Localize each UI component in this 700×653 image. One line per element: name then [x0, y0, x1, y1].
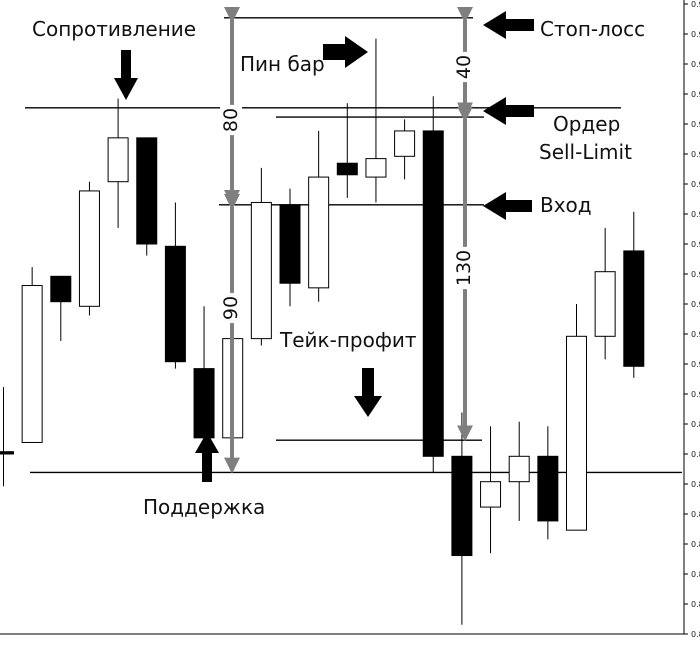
- bearish-candle-body: [193, 368, 215, 439]
- bullish-candle-body: [107, 137, 129, 183]
- stop-loss-label: Стоп-лосс: [540, 17, 645, 41]
- annotation-arrows: [114, 11, 534, 482]
- entry-label: Вход: [540, 193, 592, 217]
- y-tick-label: 0.90910: [691, 180, 700, 189]
- pin-bar-label: Пин бар: [240, 52, 325, 76]
- bearish-candle-body: [0, 451, 14, 455]
- y-tick-label: 0.91560: [691, 30, 700, 39]
- bullish-candle-body: [566, 335, 587, 531]
- y-tick-label: 0.90390: [691, 300, 700, 309]
- y-tick-label: 0.89610: [691, 480, 700, 489]
- order-label-line2: Sell-Limit: [539, 140, 632, 164]
- y-tick-label: 0.91170: [691, 120, 700, 129]
- bearish-candle-body: [50, 275, 72, 303]
- bearish-candle-body: [336, 162, 358, 176]
- y-tick-label: 0.88960: [691, 630, 700, 639]
- resistance-label: Сопротивление: [32, 17, 196, 41]
- bearish-candle-body: [451, 455, 473, 557]
- bullish-candle-body: [250, 201, 272, 340]
- bullish-candle-body: [21, 285, 43, 443]
- resistance-arrow-down-icon: [114, 50, 138, 100]
- bearish-candle-body: [537, 455, 559, 522]
- y-tick-label: 0.89870: [691, 420, 700, 429]
- y-tick-label: 0.91430: [691, 60, 700, 69]
- y-tick-label: 0.90780: [691, 210, 700, 219]
- pin-bar-arrow-right-icon: [323, 36, 368, 68]
- bearish-candle-body: [136, 137, 158, 245]
- bearish-candle-body: [279, 204, 301, 284]
- measure-130-label-bg: [453, 246, 475, 290]
- entry-arrow-left-icon: [483, 192, 532, 220]
- take-profit-arrow-down-icon: [354, 368, 382, 417]
- stop-loss-arrow-left-icon: [483, 11, 534, 39]
- y-tick-label: 0.90260: [691, 330, 700, 339]
- y-tick-label: 0.89220: [691, 570, 700, 579]
- y-tick-label: 0.91690: [691, 0, 700, 9]
- bearish-candle-body: [164, 245, 186, 363]
- bullish-candle-body: [508, 455, 530, 483]
- bullish-candle-body: [480, 481, 502, 508]
- measure-130-label: 130: [453, 250, 475, 286]
- y-tick-label: 0.90130: [691, 360, 700, 369]
- order-arrow-left-icon: [483, 97, 534, 125]
- support-label: Поддержка: [143, 495, 265, 519]
- y-tick-label: 0.89350: [691, 540, 700, 549]
- y-tick-label: 0.91040: [691, 150, 700, 159]
- measure-90-label: 90: [220, 296, 242, 320]
- measure-80-label: 80: [220, 108, 242, 132]
- take-profit-label: Тейк-профит: [279, 328, 417, 352]
- bullish-candle-body: [594, 271, 616, 337]
- y-tick-label: 0.91300: [691, 90, 700, 99]
- bearish-candle-body: [422, 130, 444, 457]
- y-axis: 0.91690 0.91560 0.91430 0.91300 0.91170 0.910…: [684, 0, 700, 639]
- measure-40-label: 40: [453, 55, 475, 79]
- measure-90-label-bg: [220, 292, 242, 324]
- order-label-line1: Ордер: [553, 112, 620, 136]
- y-tick-label: 0.90000: [691, 390, 700, 399]
- candles: [0, 38, 645, 625]
- y-tick-label: 0.90650: [691, 240, 700, 249]
- measure-80-label-bg: [220, 104, 242, 136]
- bullish-candle-body: [394, 130, 416, 157]
- y-tick-label: 0.90520: [691, 270, 700, 279]
- y-tick-label: 0.89740: [691, 450, 700, 459]
- measure-40-label-bg: [453, 51, 475, 83]
- bullish-candle-body: [365, 158, 387, 178]
- bullish-candle-body: [78, 190, 100, 307]
- bullish-candle-body: [308, 176, 330, 289]
- support-arrow-up-icon: [195, 432, 219, 482]
- y-tick-label: 0.89480: [691, 510, 700, 519]
- y-tick-label: 0.89090: [691, 600, 700, 609]
- bearish-candle-body: [623, 250, 645, 367]
